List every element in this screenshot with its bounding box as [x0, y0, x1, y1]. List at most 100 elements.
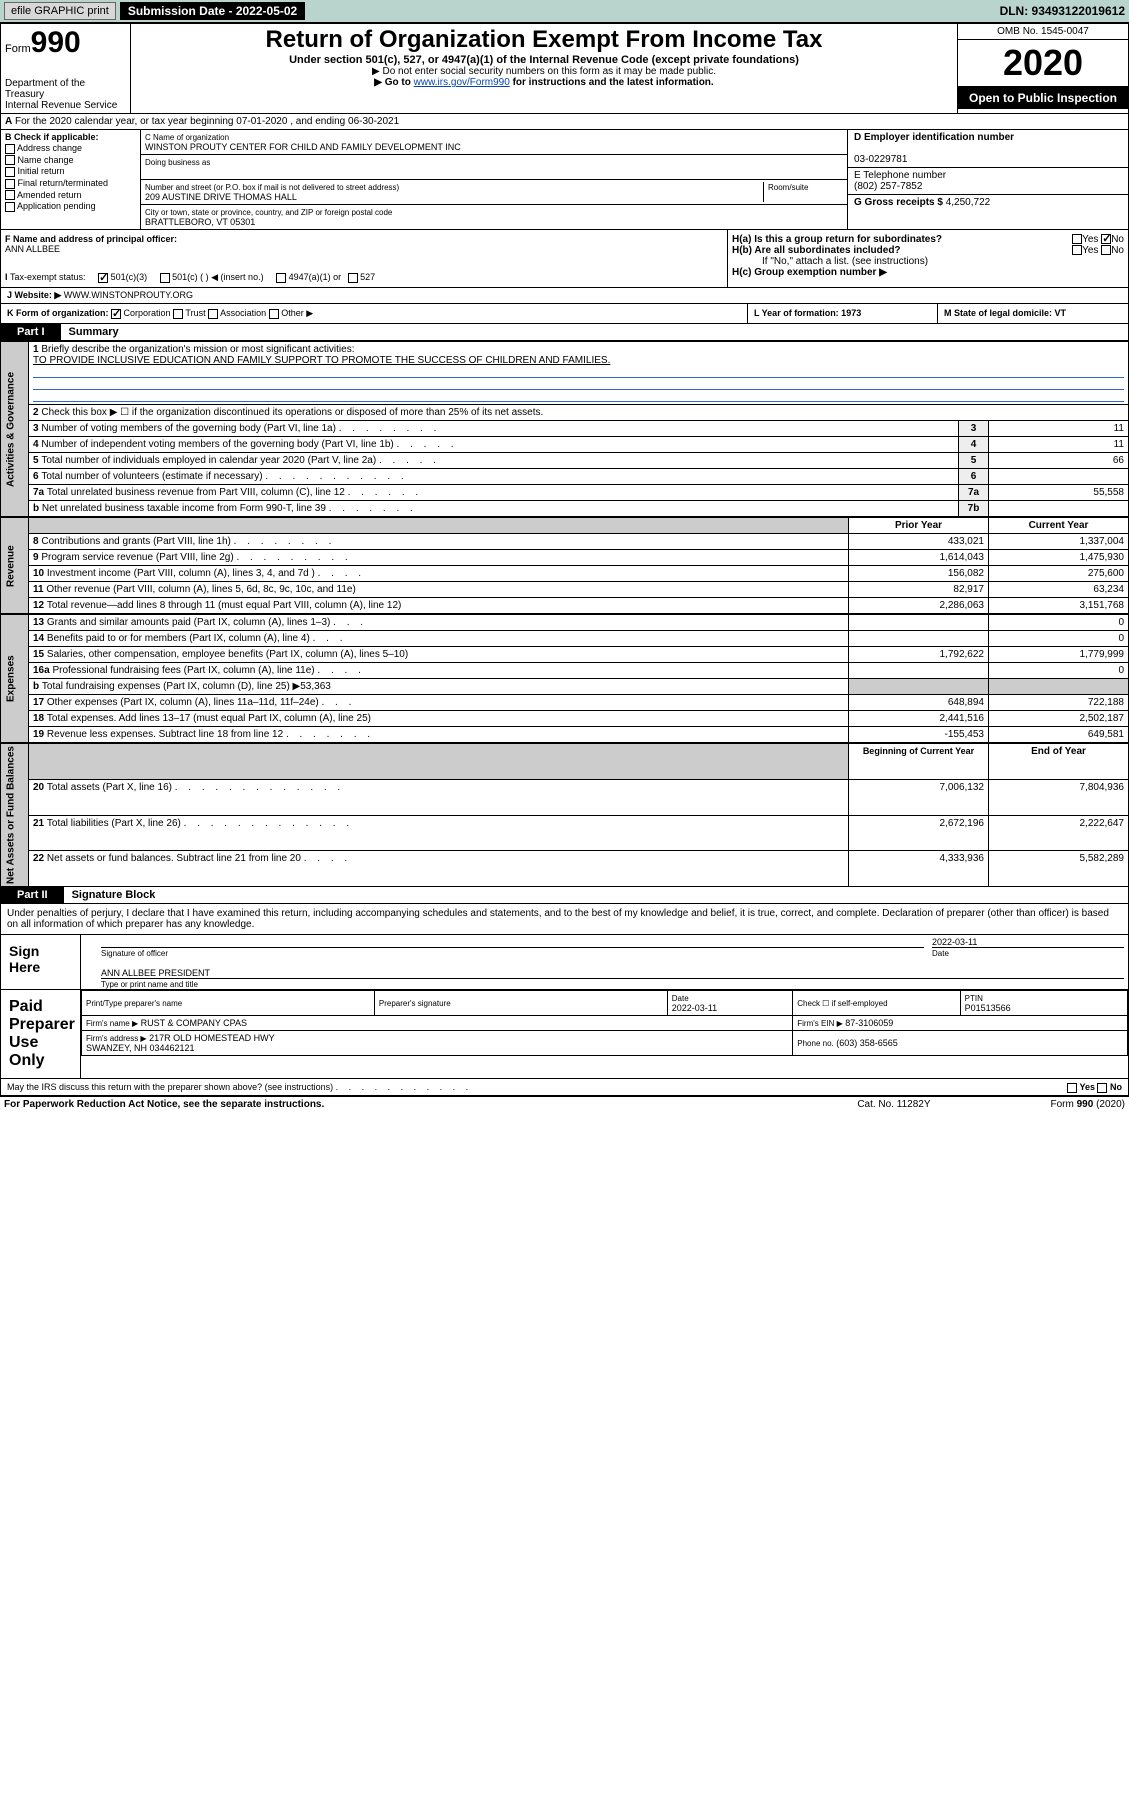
n21c: 2,222,647	[989, 815, 1129, 851]
firm-ein: 87-3106059	[845, 1018, 893, 1028]
ha-no[interactable]	[1101, 234, 1111, 244]
tax-year: 2020	[958, 40, 1128, 87]
gross-receipts: 4,250,722	[946, 197, 991, 208]
cb-amended[interactable]: Amended return	[5, 190, 136, 201]
e19p: -155,453	[849, 727, 989, 743]
form-header: Form990 Department of the Treasury Inter…	[0, 23, 1129, 114]
submission-date: Submission Date - 2022-05-02	[120, 2, 305, 20]
part2-title: Signature Block	[64, 887, 164, 903]
preparer-table: Print/Type preparer's name Preparer's si…	[81, 990, 1128, 1056]
cat-no: Cat. No. 11282Y	[857, 1099, 930, 1110]
part1-title: Summary	[61, 324, 127, 340]
top-bar: efile GRAPHIC print Submission Date - 20…	[0, 0, 1129, 23]
sig-date: 2022-03-11	[932, 937, 977, 947]
e15p: 1,792,622	[849, 647, 989, 663]
r9c: 1,475,930	[989, 550, 1129, 566]
open-to-public: Open to Public Inspection	[958, 87, 1128, 109]
mission: TO PROVIDE INCLUSIVE EDUCATION AND FAMIL…	[33, 355, 610, 366]
dept-treasury: Department of the Treasury Internal Reve…	[5, 78, 126, 111]
e18p: 2,441,516	[849, 711, 989, 727]
cb-initial[interactable]: Initial return	[5, 166, 136, 177]
row-k: K Form of organization: Corporation Trus…	[0, 304, 1129, 324]
paid-preparer-label: Paid Preparer Use Only	[1, 990, 81, 1078]
governance-table: Activities & Governance 1 Briefly descri…	[0, 341, 1129, 517]
cb-527[interactable]	[348, 273, 358, 283]
cb-501c[interactable]	[160, 273, 170, 283]
part1-tab: Part I	[1, 324, 61, 340]
org-address: 209 AUSTINE DRIVE THOMAS HALL	[145, 192, 297, 202]
r12c: 3,151,768	[989, 598, 1129, 614]
officer-name: ANN ALLBEE PRESIDENT	[101, 968, 210, 978]
ein: 03-0229781	[854, 154, 907, 165]
form-subtitle: Under section 501(c), 527, or 4947(a)(1)…	[137, 54, 951, 66]
val-7b	[989, 501, 1129, 517]
cb-address[interactable]: Address change	[5, 143, 136, 154]
n22c: 5,582,289	[989, 851, 1129, 887]
r8c: 1,337,004	[989, 534, 1129, 550]
side-revenue: Revenue	[1, 518, 29, 614]
hb-yes[interactable]	[1072, 245, 1082, 255]
state-domicile: M State of legal domicile: VT	[944, 308, 1066, 318]
r10p: 156,082	[849, 566, 989, 582]
part2-header: Part II Signature Block	[0, 887, 1129, 904]
col-c: C Name of organizationWINSTON PROUTY CEN…	[141, 130, 848, 229]
row-f-h: F Name and address of principal officer:…	[0, 230, 1129, 288]
n20c: 7,804,936	[989, 779, 1129, 815]
year-formation: L Year of formation: 1973	[754, 308, 861, 318]
cb-assoc[interactable]	[208, 309, 218, 319]
val-5: 66	[989, 453, 1129, 469]
ptin: P01513566	[965, 1003, 1011, 1013]
self-employed[interactable]: Check ☐ if self-employed	[797, 999, 887, 1008]
cb-501c3[interactable]	[98, 273, 108, 283]
e13c: 0	[989, 615, 1129, 631]
n22p: 4,333,936	[849, 851, 989, 887]
r10c: 275,600	[989, 566, 1129, 582]
instruction-1: ▶ Do not enter social security numbers o…	[137, 66, 951, 77]
efile-btn[interactable]: efile GRAPHIC print	[4, 2, 116, 20]
e14p	[849, 631, 989, 647]
cb-4947[interactable]	[276, 273, 286, 283]
e18c: 2,502,187	[989, 711, 1129, 727]
r11p: 82,917	[849, 582, 989, 598]
org-city: BRATTLEBORO, VT 05301	[145, 217, 255, 227]
phone: (802) 257-7852	[854, 181, 922, 192]
pra-notice: For Paperwork Reduction Act Notice, see …	[4, 1099, 324, 1110]
discuss-yes[interactable]	[1067, 1083, 1077, 1093]
r8p: 433,021	[849, 534, 989, 550]
cb-final[interactable]: Final return/terminated	[5, 178, 136, 189]
n20p: 7,006,132	[849, 779, 989, 815]
e13p	[849, 615, 989, 631]
r9p: 1,614,043	[849, 550, 989, 566]
form-title: Return of Organization Exempt From Incom…	[137, 26, 951, 54]
omb-number: OMB No. 1545-0047	[958, 24, 1128, 40]
declaration: Under penalties of perjury, I declare th…	[1, 904, 1128, 934]
irs-link[interactable]: www.irs.gov/Form990	[414, 77, 510, 88]
cb-corp[interactable]	[111, 309, 121, 319]
side-netassets: Net Assets or Fund Balances	[1, 744, 29, 887]
cb-other[interactable]	[269, 309, 279, 319]
expenses-table: Expenses 13 Grants and similar amounts p…	[0, 614, 1129, 743]
cb-pending[interactable]: Application pending	[5, 201, 136, 212]
prep-date: 2022-03-11	[672, 1003, 717, 1013]
ha-yes[interactable]	[1072, 234, 1082, 244]
cb-trust[interactable]	[173, 309, 183, 319]
cb-name[interactable]: Name change	[5, 155, 136, 166]
hb-no[interactable]	[1101, 245, 1111, 255]
row-j: J Website: ▶ WWW.WINSTONPROUTY.ORG	[0, 288, 1129, 304]
form-foot: Form 990 (2020)	[1051, 1099, 1125, 1110]
netassets-table: Net Assets or Fund Balances Beginning of…	[0, 743, 1129, 887]
side-governance: Activities & Governance	[1, 342, 29, 517]
discuss-no[interactable]	[1097, 1083, 1107, 1093]
e17p: 648,894	[849, 695, 989, 711]
firm-phone: (603) 358-6565	[836, 1038, 898, 1048]
form-number: Form990	[5, 26, 126, 60]
instruction-2: ▶ Go to www.irs.gov/Form990 for instruct…	[137, 77, 951, 88]
part1-header: Part I Summary	[0, 324, 1129, 341]
discuss-row: May the IRS discuss this return with the…	[1, 1078, 1128, 1095]
e16bc	[989, 679, 1129, 695]
n21p: 2,672,196	[849, 815, 989, 851]
val-3: 11	[989, 421, 1129, 437]
e16ac: 0	[989, 663, 1129, 679]
val-6	[989, 469, 1129, 485]
line-a: A For the 2020 calendar year, or tax yea…	[0, 114, 1129, 130]
